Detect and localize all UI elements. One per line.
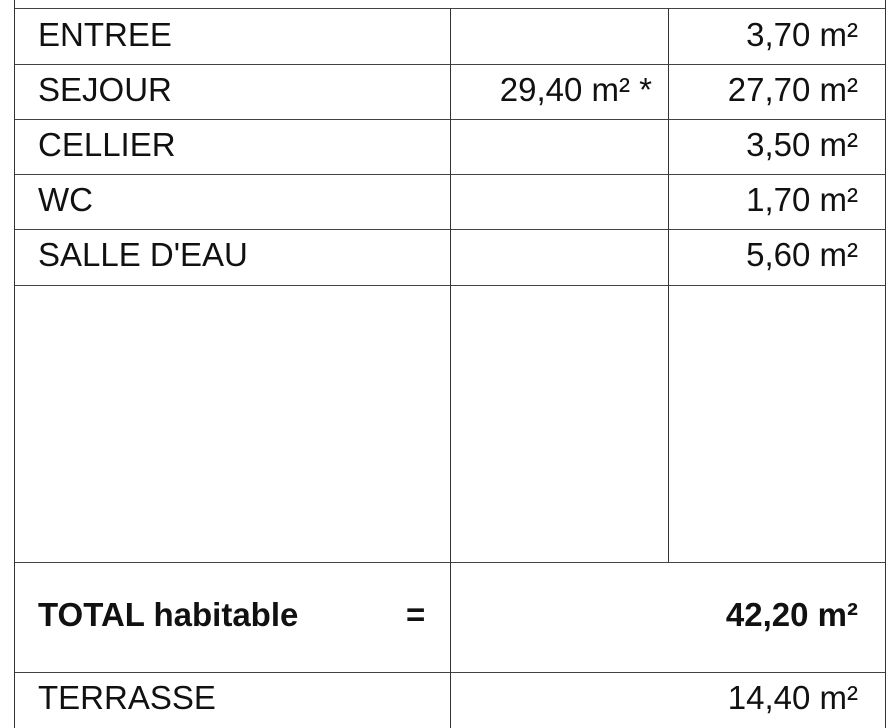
room-area: 3,50 m² xyxy=(746,126,858,163)
room-label: ENTREE xyxy=(38,16,172,53)
column-divider xyxy=(668,8,669,562)
room-label: SALLE D'EAU xyxy=(38,236,248,273)
table-border-left xyxy=(14,0,15,728)
room-area: 3,70 m² xyxy=(746,16,858,53)
total-value: 42,20 m² xyxy=(725,596,858,633)
room-area-alt: 29,40 m² * xyxy=(499,71,652,108)
room-area: 1,70 m² xyxy=(746,181,858,218)
room-label: SEJOUR xyxy=(38,71,172,108)
room-area: 5,60 m² xyxy=(746,236,858,273)
terrace-value: 14,40 m² xyxy=(727,679,858,716)
total-equals: = xyxy=(406,596,426,633)
total-label: TOTAL habitable xyxy=(38,596,299,633)
room-area: 27,70 m² xyxy=(727,71,858,108)
table-border-right xyxy=(885,0,886,728)
terrace-label: TERRASSE xyxy=(38,679,216,716)
column-divider xyxy=(450,8,451,728)
room-label: WC xyxy=(38,181,93,218)
room-label: CELLIER xyxy=(38,126,176,163)
